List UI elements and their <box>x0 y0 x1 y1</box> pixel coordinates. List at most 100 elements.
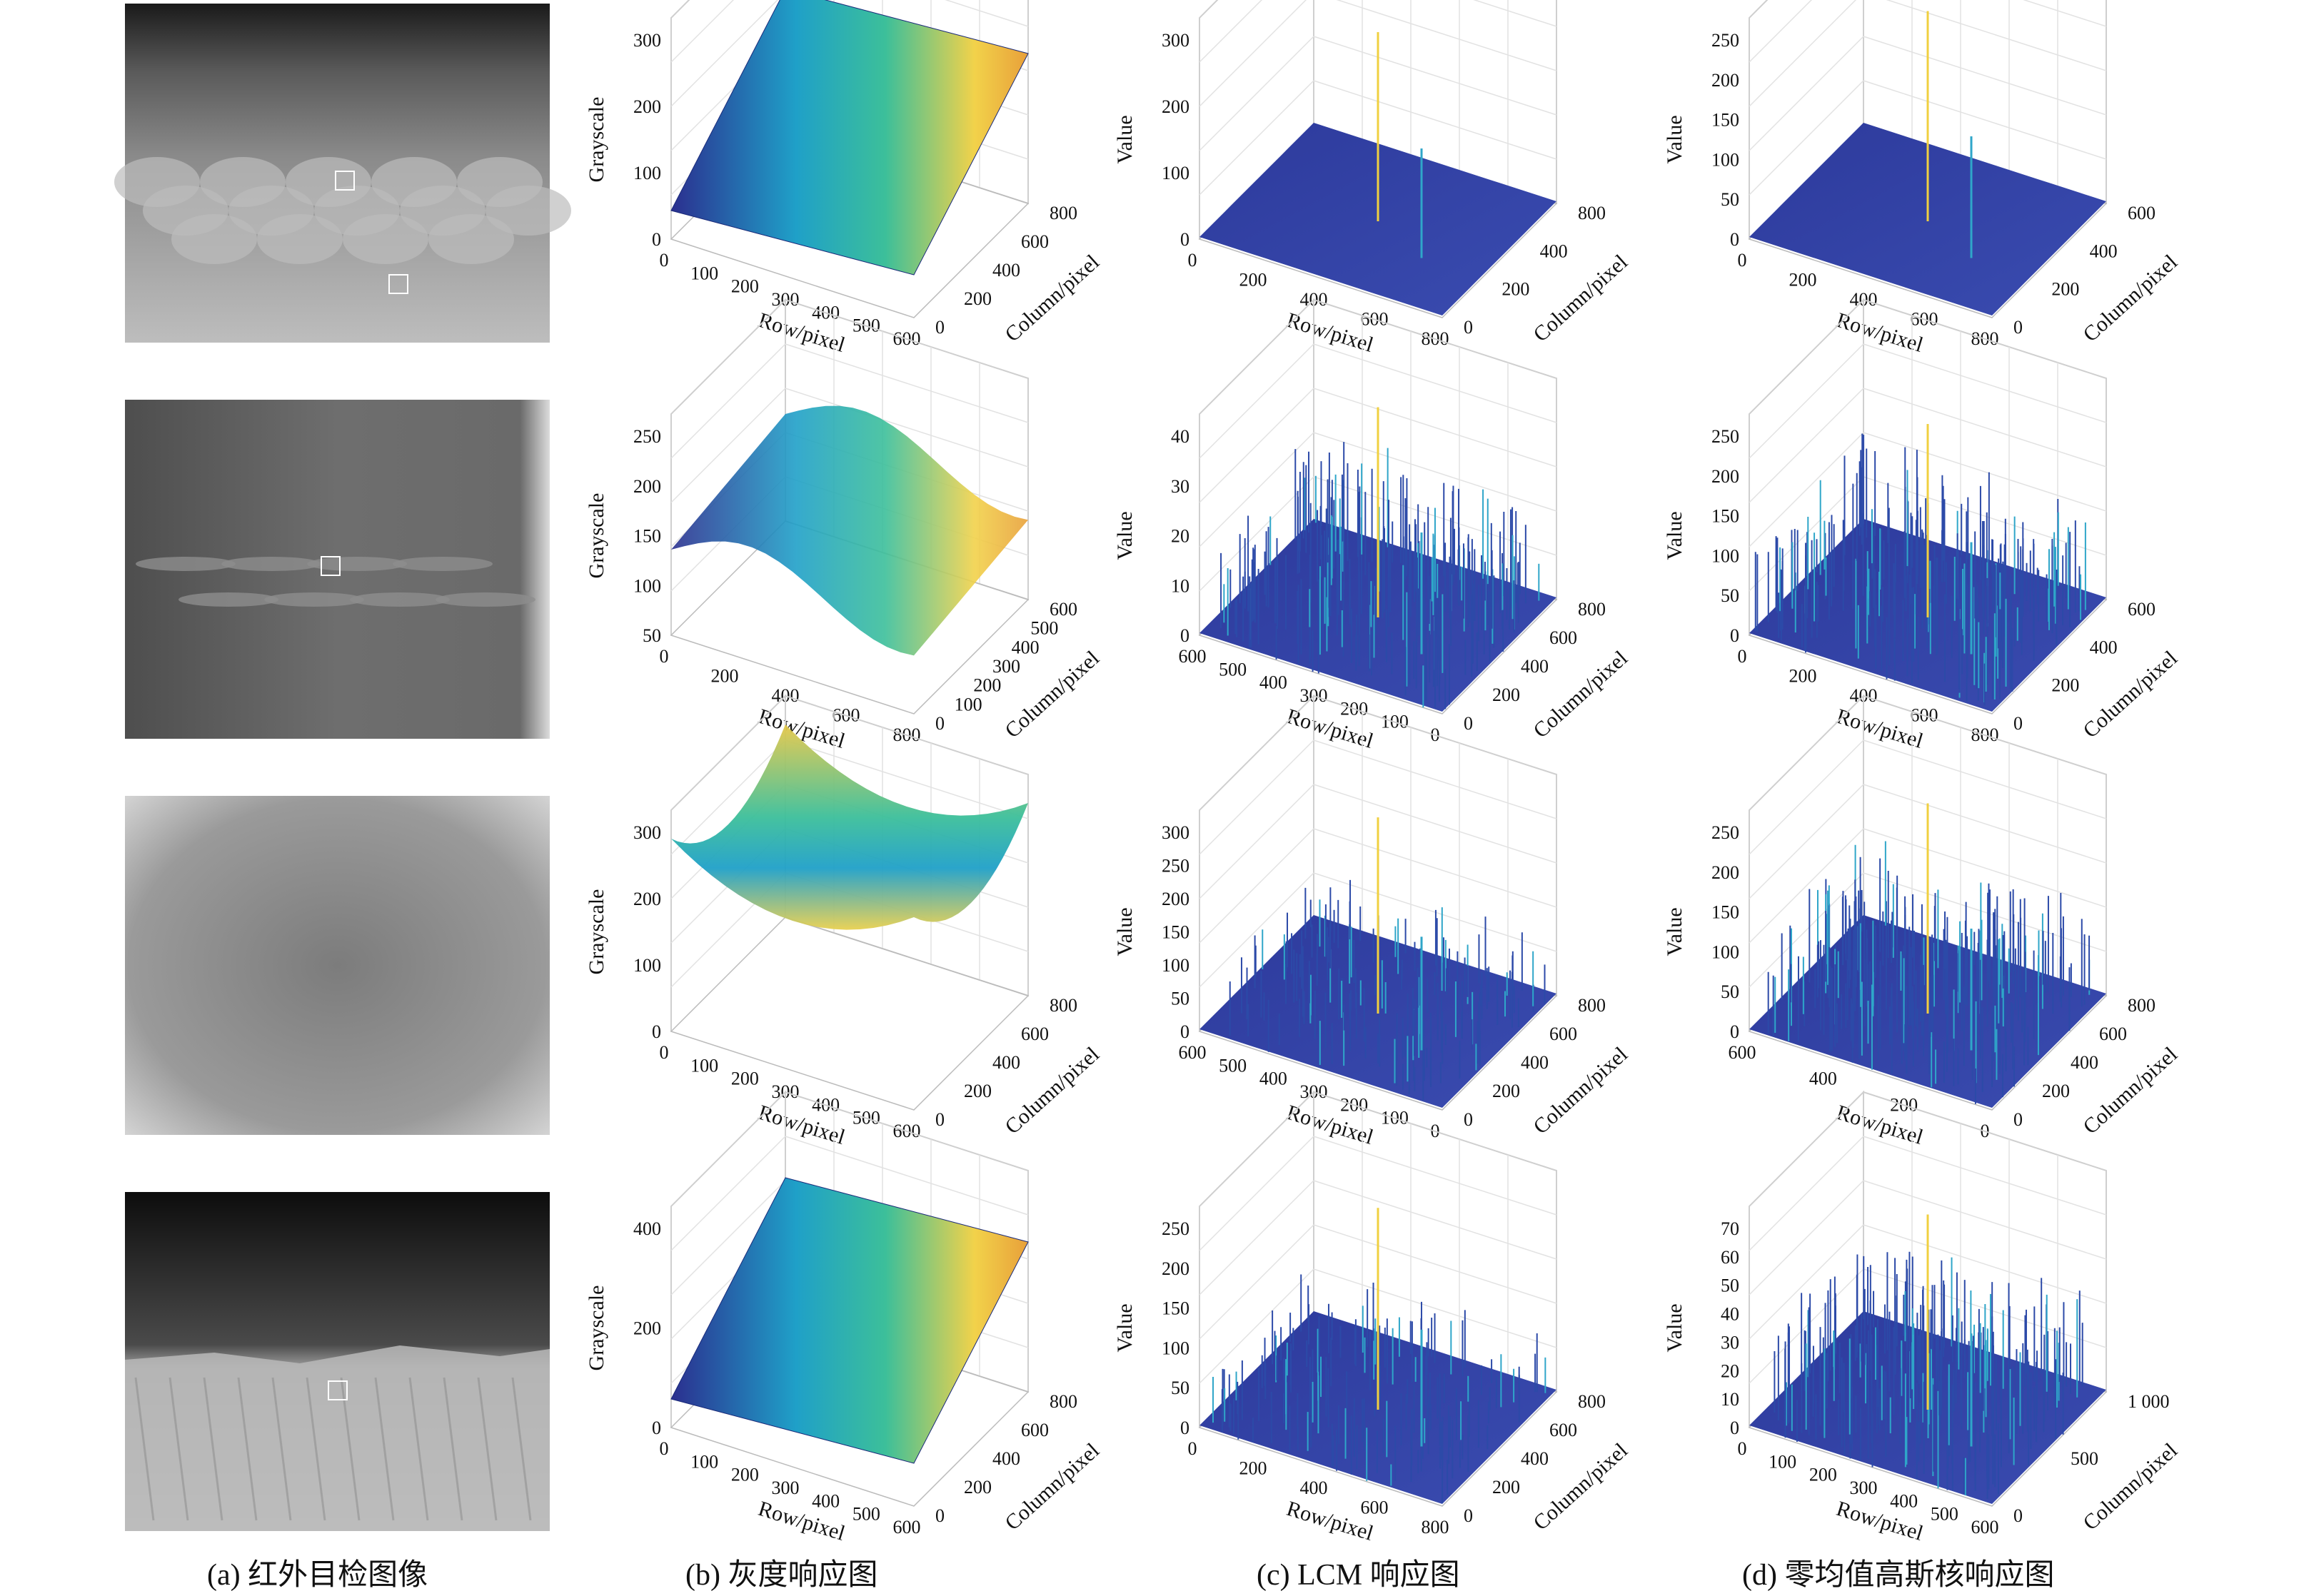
surface-mesh <box>671 405 1028 656</box>
column-tick-label: 0 <box>2013 1109 2023 1130</box>
column-tick-label: 600 <box>1050 599 1077 620</box>
column-tick-label: 600 <box>1021 231 1049 252</box>
cloud-band <box>436 592 535 607</box>
z-tick-label: 50 <box>643 625 661 646</box>
z-tick-label: 200 <box>1711 70 1739 91</box>
column-tick-label: 600 <box>2099 1024 2127 1044</box>
row-tick-label: 300 <box>1850 1478 1878 1498</box>
column-tick-label: 800 <box>1050 1391 1077 1412</box>
caption-a: (a) 红外目检图像 <box>207 1559 428 1592</box>
cloud-shape <box>171 214 257 264</box>
z-axis-label: Grayscale <box>585 493 608 579</box>
cloud-shape <box>486 186 571 236</box>
column-tick-label: 1 000 <box>2128 1391 2170 1412</box>
grid-line <box>1863 872 2107 952</box>
surface <box>671 724 1028 930</box>
z-tick-label: 150 <box>1162 1298 1189 1319</box>
z-axis-label: Value <box>1113 907 1137 956</box>
mountain-ridge <box>125 1345 550 1531</box>
grid-line <box>1749 1224 1864 1340</box>
column-tick-label: 0 <box>1464 317 1473 338</box>
grid-line <box>1863 343 2107 423</box>
cloud-band <box>393 557 493 571</box>
column-axis-label: Column/pixel <box>2078 250 2182 346</box>
grid-line <box>670 739 786 855</box>
grid-line <box>1863 36 2107 116</box>
z-tick-label: 100 <box>633 163 661 183</box>
grid-line <box>2023 0 2107 27</box>
ridge-line <box>340 1377 361 1521</box>
row-tick-label: 200 <box>1239 270 1267 291</box>
surface <box>1749 1214 2106 1504</box>
plot-2c: 010203040Value6005004003002001000Row/pix… <box>1113 298 1632 753</box>
surface-mesh <box>670 1177 1029 1464</box>
grid-line <box>1749 872 1864 988</box>
row-tick-label: 100 <box>690 263 718 283</box>
z-tick-label: 200 <box>1162 96 1189 117</box>
cloud-band <box>221 557 321 571</box>
row-tick-label: 0 <box>1738 646 1747 667</box>
column-tick-label: 0 <box>935 1505 945 1526</box>
z-tick-label: 100 <box>1162 163 1189 183</box>
plot-2b: 50100150200250Grayscale0200400600800Row/… <box>585 298 1104 753</box>
z-tick-label: 250 <box>1162 1218 1189 1239</box>
column-tick-label: 800 <box>1578 203 1606 223</box>
z-tick-label: 250 <box>633 426 661 447</box>
surface <box>1749 803 2106 1108</box>
row-tick-label: 500 <box>852 1504 880 1525</box>
column-tick-label: 800 <box>1578 1391 1606 1412</box>
row-tick-label: 600 <box>893 1517 921 1537</box>
grid-line <box>1749 0 1857 107</box>
row-tick-label: 0 <box>1738 250 1747 271</box>
grid-line <box>785 1136 1029 1216</box>
column-tick-label: 600 <box>2128 203 2155 223</box>
floor <box>670 520 1030 714</box>
plot-4d: 010203040506070Value0100200300400500600R… <box>1663 1090 2182 1545</box>
z-tick-label: 10 <box>1721 1389 1739 1410</box>
column-tick-label: 800 <box>1578 995 1606 1016</box>
cloud-band <box>136 557 236 571</box>
grid-line <box>1863 1224 2107 1304</box>
grid-line <box>1313 1136 1557 1216</box>
target-box <box>328 1380 348 1400</box>
grid-line <box>1199 872 1314 988</box>
row-tick-label: 200 <box>1789 270 1817 291</box>
side-wall <box>1749 0 1864 239</box>
surface <box>670 1177 1029 1464</box>
z-tick-label: 300 <box>633 30 661 51</box>
cloud-band <box>307 557 407 571</box>
z-tick-label: 0 <box>1180 1418 1189 1438</box>
grid-line <box>1199 36 1314 151</box>
grid-line <box>1199 1224 1314 1340</box>
side-wall <box>1199 694 1314 1031</box>
column-tick-label: 200 <box>964 1081 992 1101</box>
column-tick-label: 200 <box>973 675 1001 696</box>
grid-line <box>1749 739 1864 855</box>
grid-line <box>1313 1268 1557 1348</box>
z-tick-label: 40 <box>1171 426 1189 447</box>
surface <box>670 0 1029 276</box>
column-tick-label: 500 <box>2071 1448 2098 1469</box>
z-tick-label: 0 <box>1180 625 1189 646</box>
z-tick-label: 300 <box>1162 822 1189 843</box>
z-tick-label: 100 <box>633 575 661 596</box>
ridge-line <box>306 1377 326 1521</box>
z-tick-label: 50 <box>1171 1378 1189 1398</box>
grid-line <box>1749 1268 1864 1384</box>
column-tick-label: 200 <box>964 1477 992 1497</box>
floor <box>670 916 1030 1111</box>
column-tick-label: 200 <box>964 288 992 309</box>
row-tick-label: 200 <box>1239 1458 1267 1479</box>
cloud-band <box>264 592 364 607</box>
grid-line <box>1749 343 1864 459</box>
row-tick-label: 200 <box>1789 666 1817 687</box>
ir-image-3 <box>125 796 550 1204</box>
grid-line <box>1749 1136 1864 1251</box>
z-axis-label: Grayscale <box>585 889 608 975</box>
side-wall <box>1749 694 1864 1031</box>
z-tick-label: 0 <box>1730 625 1739 646</box>
row-tick-label: 200 <box>731 1069 759 1089</box>
grid-line <box>1749 36 1864 151</box>
cloud-shape <box>343 214 428 264</box>
